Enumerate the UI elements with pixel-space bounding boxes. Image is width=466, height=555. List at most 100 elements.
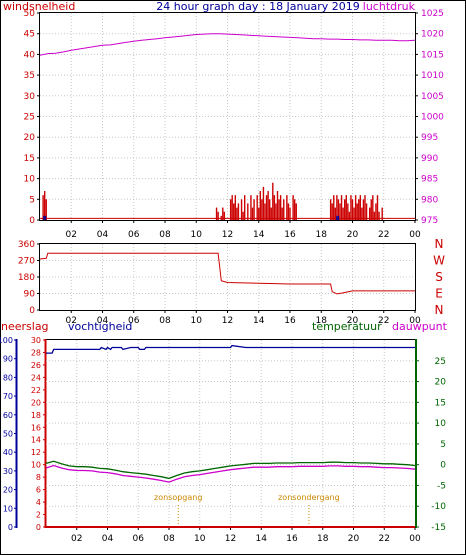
pressure-tick-label: 990 (421, 154, 438, 164)
humidity-temperature-panel: neerslag vochtigheid temperatuur dauwpun… (0, 320, 448, 544)
hour-tick-label: 18 (316, 230, 328, 240)
temperature-tick-label: -15 (431, 523, 446, 533)
direction-degree-ticks: 0 90 180 270 360 (18, 240, 40, 316)
panel-3-grid (46, 340, 415, 528)
temperature-tick-label: 25 (435, 357, 446, 367)
hour-tick-label: 12 (225, 534, 236, 544)
hour-tick-label: 22 (378, 230, 389, 240)
rain-tick-label: 8 (36, 473, 41, 482)
panel-2-grid (40, 244, 415, 310)
pressure-line (39, 33, 416, 56)
wind-speed-tick-label: 5 (29, 195, 35, 205)
hour-tick-label: 00 (409, 316, 421, 326)
dewpoint-axis-title: dauwpunt (392, 320, 448, 333)
hour-tick-label: 08 (159, 230, 171, 240)
wind-gust-bars (40, 182, 415, 220)
hour-tick-label: 04 (102, 534, 114, 544)
hour-tick-label: 12 (222, 316, 233, 326)
pressure-line-group (39, 33, 416, 56)
hour-tick-label: 06 (128, 230, 140, 240)
rain-tick-label: 12 (31, 448, 41, 457)
direction-letter: N (435, 303, 444, 317)
humidity-tick-label: 10 (3, 504, 13, 513)
humidity-line (46, 344, 415, 354)
hour-tick-label: 08 (163, 534, 175, 544)
hour-tick-label: 00 (409, 230, 421, 240)
hour-tick-label: 22 (379, 534, 390, 544)
humidity-tick-label: 70 (3, 392, 13, 401)
rain-tick-label: 0 (36, 523, 41, 532)
humidity-ticks: 0 10 20 30 40 50 60 70 80 90 100 (0, 336, 17, 532)
hour-tick-label: 02 (71, 534, 82, 544)
rain-tick-label: 30 (31, 336, 41, 345)
direction-degree-tick-label: 180 (18, 273, 35, 283)
pressure-tick-label: 995 (421, 133, 438, 143)
hour-tick-label: 20 (347, 230, 359, 240)
wind-speed-tick-label: 45 (24, 30, 35, 40)
temperature-ticks: -15 -10 -5 0 5 10 15 20 25 (416, 357, 446, 533)
hour-tick-label: 16 (286, 534, 298, 544)
rain-tick-label: 22 (31, 386, 41, 395)
hour-tick-label: 14 (253, 230, 265, 240)
wind-speed-tick-label: 40 (24, 50, 36, 60)
sun-annotations: zonsopgang zonsondergang (154, 493, 340, 527)
temperature-axis-title: temperatuur (312, 320, 382, 333)
temperature-tick-label: 0 (440, 461, 446, 471)
direction-letter: S (435, 270, 443, 284)
sun-event-label: zonsondergang (278, 493, 340, 502)
hour-tick-label: 14 (256, 534, 268, 544)
hour-tick-label: 06 (128, 316, 140, 326)
sun-event-label: zonsopgang (154, 493, 202, 502)
hour-tick-label: 18 (317, 534, 329, 544)
direction-line-group (39, 252, 415, 295)
direction-degree-tick-label: 270 (18, 257, 35, 267)
hour-tick-label: 16 (284, 230, 296, 240)
humidity-tick-label: 20 (3, 486, 13, 495)
wind-speed-tick-label: 25 (24, 113, 35, 123)
hour-tick-label: 16 (284, 316, 296, 326)
wind-speed-tick-label: 0 (29, 216, 35, 226)
pressure-tick-label: 1020 (421, 30, 444, 40)
temperature-tick-label: -5 (437, 481, 446, 491)
temperature-tick-label: 10 (435, 419, 447, 429)
direction-degree-tick-label: 90 (24, 290, 36, 300)
wind-average-bars (43, 215, 340, 220)
rain-tick-label: 20 (31, 398, 41, 407)
rain-tick-label: 4 (36, 498, 41, 507)
hour-tick-label: 02 (66, 316, 77, 326)
pressure-tick-label: 1015 (421, 50, 444, 60)
humidity-tick-label: 50 (3, 430, 13, 439)
pressure-axis-title: luchtdruk (363, 0, 416, 13)
pressure-tick-label: 1025 (421, 9, 444, 19)
hour-tick-label: 02 (66, 230, 77, 240)
rain-tick-label: 26 (31, 361, 41, 370)
humidity-tick-label: 30 (3, 467, 13, 476)
hour-tick-label: 18 (316, 316, 328, 326)
wind-speed-tick-label: 35 (24, 71, 35, 81)
hour-tick-label: 04 (97, 230, 109, 240)
rain-axis-title: neerslag (1, 320, 49, 333)
rain-tick-label: 16 (31, 423, 41, 432)
pressure-tick-label: 1000 (421, 113, 444, 123)
temperature-tick-label: 5 (440, 440, 446, 450)
rain-tick-label: 18 (31, 411, 41, 420)
wind-speed-tick-label: 20 (24, 133, 36, 143)
graph-title: 24 hour graph day : 18 January 2019 (156, 0, 360, 13)
wind-direction-line (39, 252, 415, 295)
dewpoint-line (45, 464, 416, 483)
temperature-tick-label: -10 (431, 502, 446, 512)
wind-speed-tick-label: 10 (24, 175, 36, 185)
panel-1-hour-ticks: 02 04 06 08 10 12 14 16 18 20 22 00 (66, 220, 421, 240)
rain-tick-label: 24 (31, 373, 41, 382)
wind-speed-tick-label: 50 (24, 9, 36, 19)
pressure-tick-label: 1010 (421, 71, 444, 81)
hour-tick-label: 10 (191, 230, 203, 240)
direction-letter: N (435, 237, 444, 251)
humidity-tick-label: 90 (3, 355, 13, 364)
wind-speed-ticks: 0 5 10 15 20 25 30 35 40 45 50 (24, 9, 40, 226)
panel-2-hour-ticks: 02 04 06 08 10 12 14 16 18 20 22 00 (66, 310, 421, 326)
